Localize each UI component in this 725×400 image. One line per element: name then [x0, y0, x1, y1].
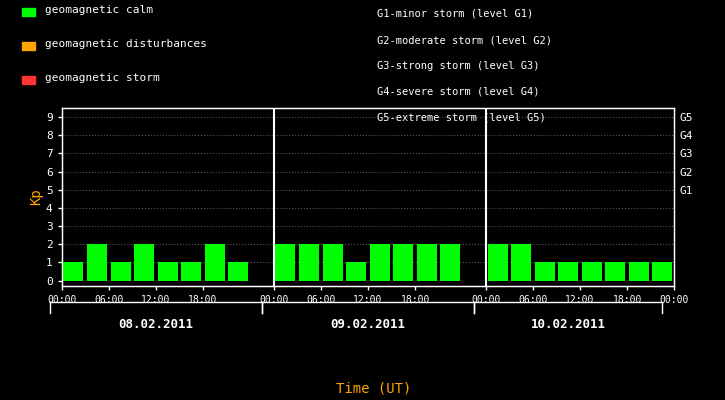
Bar	[299, 244, 319, 280]
Bar	[157, 262, 178, 280]
Text: 09.02.2011: 09.02.2011	[331, 318, 405, 331]
Text: G4-severe storm (level G4): G4-severe storm (level G4)	[377, 87, 539, 97]
Bar	[87, 244, 107, 280]
Bar	[581, 262, 602, 280]
Bar	[558, 262, 579, 280]
Text: G3-strong storm (level G3): G3-strong storm (level G3)	[377, 61, 539, 71]
Bar	[511, 244, 531, 280]
Bar	[228, 262, 249, 280]
Text: 08.02.2011: 08.02.2011	[118, 318, 194, 331]
Bar	[134, 244, 154, 280]
Bar	[370, 244, 390, 280]
Y-axis label: Kp: Kp	[29, 189, 43, 205]
Text: geomagnetic calm: geomagnetic calm	[45, 5, 153, 15]
Bar	[440, 244, 460, 280]
Bar	[63, 262, 83, 280]
Text: Time (UT): Time (UT)	[336, 382, 411, 396]
Text: G2-moderate storm (level G2): G2-moderate storm (level G2)	[377, 35, 552, 45]
Bar	[417, 244, 437, 280]
Bar	[652, 262, 673, 280]
Bar	[323, 244, 343, 280]
Bar	[487, 244, 508, 280]
Bar	[393, 244, 413, 280]
Bar	[346, 262, 366, 280]
Bar	[629, 262, 649, 280]
Text: geomagnetic storm: geomagnetic storm	[45, 73, 160, 83]
Text: G5-extreme storm (level G5): G5-extreme storm (level G5)	[377, 113, 546, 123]
Bar	[276, 244, 296, 280]
Bar	[181, 262, 202, 280]
Bar	[204, 244, 225, 280]
Text: geomagnetic disturbances: geomagnetic disturbances	[45, 39, 207, 49]
Bar	[605, 262, 626, 280]
Bar	[110, 262, 130, 280]
Bar	[534, 262, 555, 280]
Text: 10.02.2011: 10.02.2011	[531, 318, 605, 331]
Text: G1-minor storm (level G1): G1-minor storm (level G1)	[377, 9, 534, 19]
